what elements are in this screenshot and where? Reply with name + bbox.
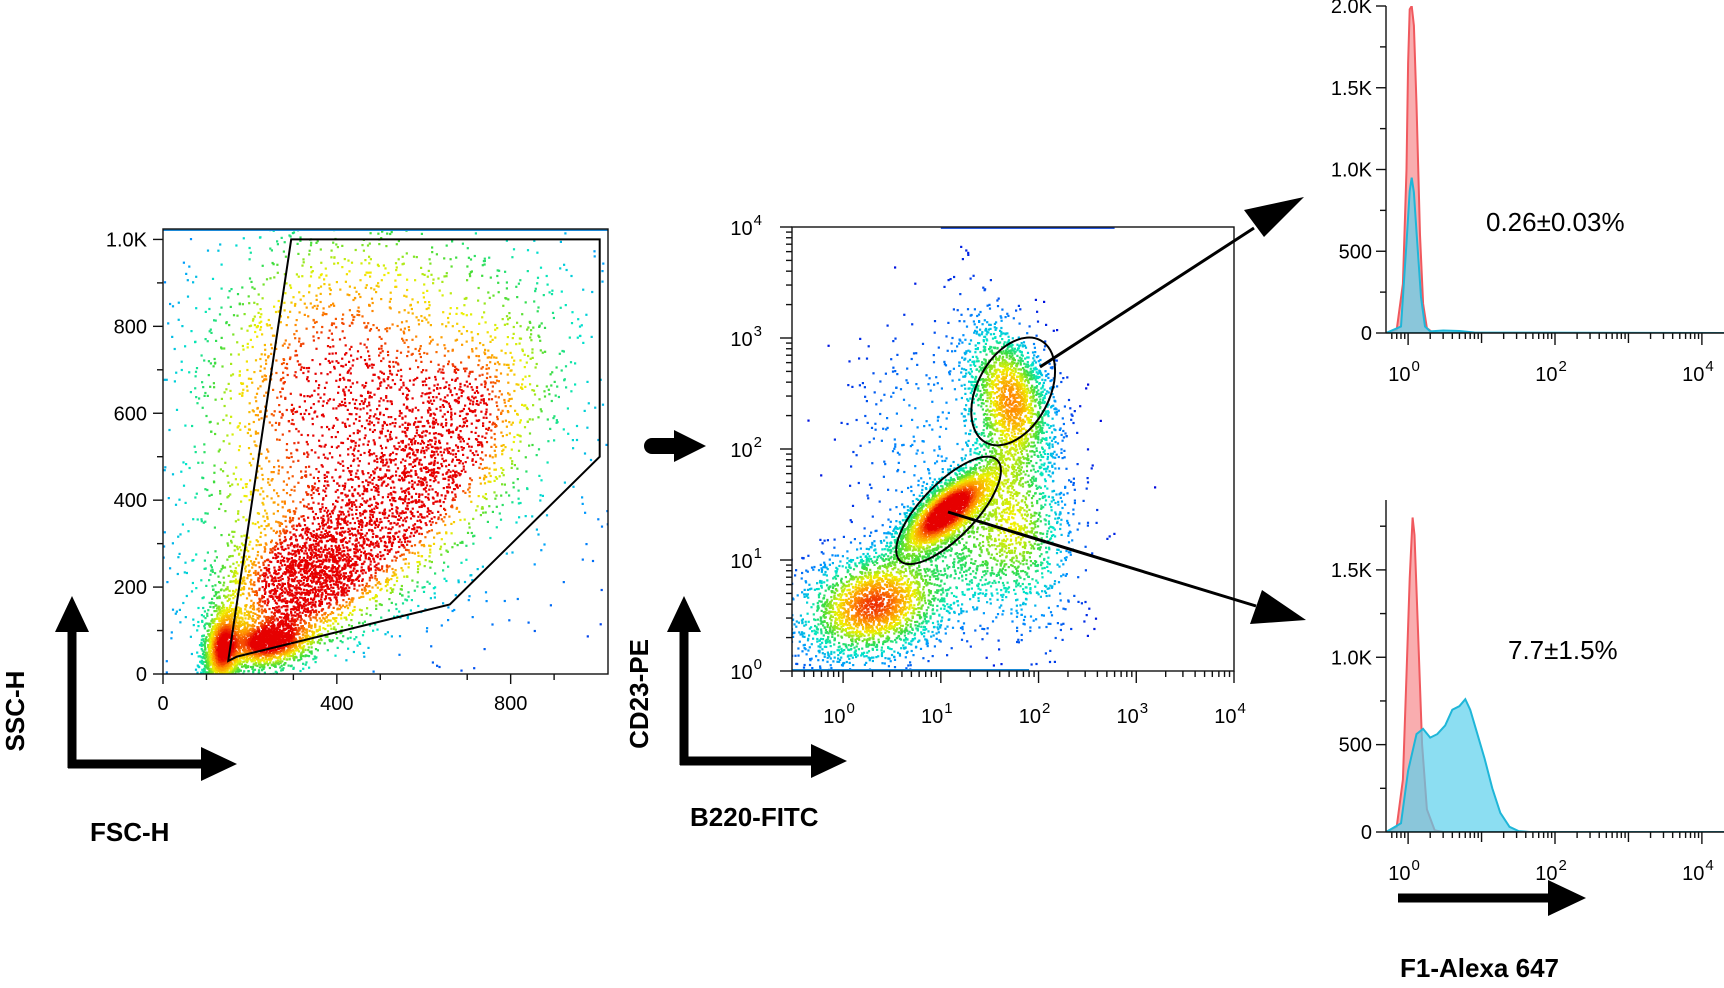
ssc-h-axis-title: SSC-H: [0, 671, 30, 752]
lower-hist-cyan-histogram: [1386, 697, 1724, 832]
upper-hist-y-tick-label: 1.5K: [1331, 78, 1373, 100]
b220-x-tick-label: 101: [921, 700, 953, 728]
b220-x-tick-label: 104: [1214, 700, 1246, 728]
lower-hist-y-tick-label: 1.0K: [1331, 647, 1373, 669]
lower-gate-arrow: [947, 510, 1257, 608]
lower-histogram-percentage: 7.7±1.5%: [1508, 635, 1618, 665]
upper-hist-y-tick-label: 2.0K: [1331, 0, 1373, 18]
cd23-y-tick-label: 103: [730, 323, 762, 351]
cd23-pe-axis-title: CD23-PE: [624, 639, 654, 749]
b220-cd23-density-cloud: [792, 227, 1157, 671]
upper-histogram-panel: 0 500 1.0K 1.5K 2.0K 100 102 104 0.26±0.03%: [1331, 0, 1724, 386]
upper-histogram-percentage: 0.26±0.03%: [1486, 207, 1625, 237]
lower-hist-y-tick-label: 500: [1339, 735, 1372, 757]
fsc-ssc-density-cloud: [163, 229, 608, 674]
cd23-y-tick-label: 100: [730, 656, 762, 684]
fsc-ssc-scatter-panel: 0 400 800 0 200 400 600 800 1.0K: [106, 228, 609, 715]
fsc-x-tick-label: 400: [320, 693, 353, 715]
b220-cd23-axis-arrows: [667, 596, 847, 778]
b220-x-tick-label: 100: [823, 700, 855, 728]
b220-x-tick-label: 103: [1116, 700, 1148, 728]
lower-histogram-areas: [1386, 517, 1724, 832]
lower-hist-x-tick-label: 104: [1682, 857, 1714, 885]
fsc-x-tick-label: 0: [157, 693, 168, 715]
fsc-x-tick-label: 800: [494, 693, 527, 715]
cd23-y-tick-label: 104: [730, 212, 762, 240]
fsc-h-axis-title: FSC-H: [90, 817, 169, 847]
upper-hist-x-tick-label: 102: [1535, 358, 1567, 386]
lower-histogram-panel: 0 500 1.0K 1.5K 100 102 104 7.7±1.5%: [1331, 500, 1724, 885]
b220-fitc-axis-title: B220-FITC: [690, 802, 819, 832]
upper-hist-cyan-histogram: [1386, 177, 1724, 333]
upper-hist-y-tick-label: 1.0K: [1331, 160, 1373, 182]
upper-hist-x-tick-label: 100: [1388, 358, 1420, 386]
ssc-y-tick-label: 400: [114, 490, 147, 512]
f1-axis-arrow: [1398, 880, 1586, 916]
ssc-y-tick-label: 800: [114, 316, 147, 338]
ssc-y-tick-label: 600: [114, 403, 147, 425]
lower-hist-y-tick-label: 1.5K: [1331, 560, 1373, 582]
upper-gate-arrow: [1039, 226, 1255, 369]
fsc-ssc-polygon-gate: [226, 238, 601, 663]
lower-hist-x-tick-label: 102: [1535, 857, 1567, 885]
cd23-y-tick-label: 101: [730, 545, 762, 573]
upper-ellipse-gate: [970, 336, 1057, 447]
next-panel-arrow: [644, 430, 706, 462]
upper-hist-y-tick-label: 500: [1339, 241, 1372, 263]
upper-hist-y-tick-label: 0: [1361, 323, 1372, 345]
cd23-y-tick-label: 102: [730, 434, 762, 462]
upper-hist-x-tick-label: 104: [1682, 358, 1714, 386]
gate-arrows: [947, 197, 1306, 624]
fsc-ssc-axis-arrows: [55, 596, 237, 781]
b220-cd23-scatter-panel: 100 101 102 103 104 100 101 102 103 104: [730, 212, 1245, 728]
lower-hist-y-tick-label: 0: [1361, 822, 1372, 844]
fsc-ssc-plot-frame: [162, 228, 609, 675]
fsc-ssc-axes: 0 400 800 0 200 400 600 800 1.0K: [106, 229, 555, 715]
f1-alexa-647-axis-title: F1-Alexa 647: [1400, 953, 1559, 983]
b220-x-tick-label: 102: [1019, 700, 1051, 728]
lower-hist-x-tick-label: 100: [1388, 857, 1420, 885]
ssc-y-tick-label: 200: [114, 577, 147, 599]
upper-histogram-areas: [1386, 6, 1724, 333]
upper-histogram-axes: 0 500 1.0K 1.5K 2.0K 100 102 104: [1331, 0, 1724, 386]
upper-hist-red-histogram: [1386, 6, 1724, 333]
lower-histogram-axes: 0 500 1.0K 1.5K 100 102 104: [1331, 500, 1724, 885]
ssc-y-tick-label: 1.0K: [106, 229, 148, 251]
ssc-y-tick-label: 0: [136, 664, 147, 686]
lower-ellipse-gate: [895, 455, 1002, 566]
